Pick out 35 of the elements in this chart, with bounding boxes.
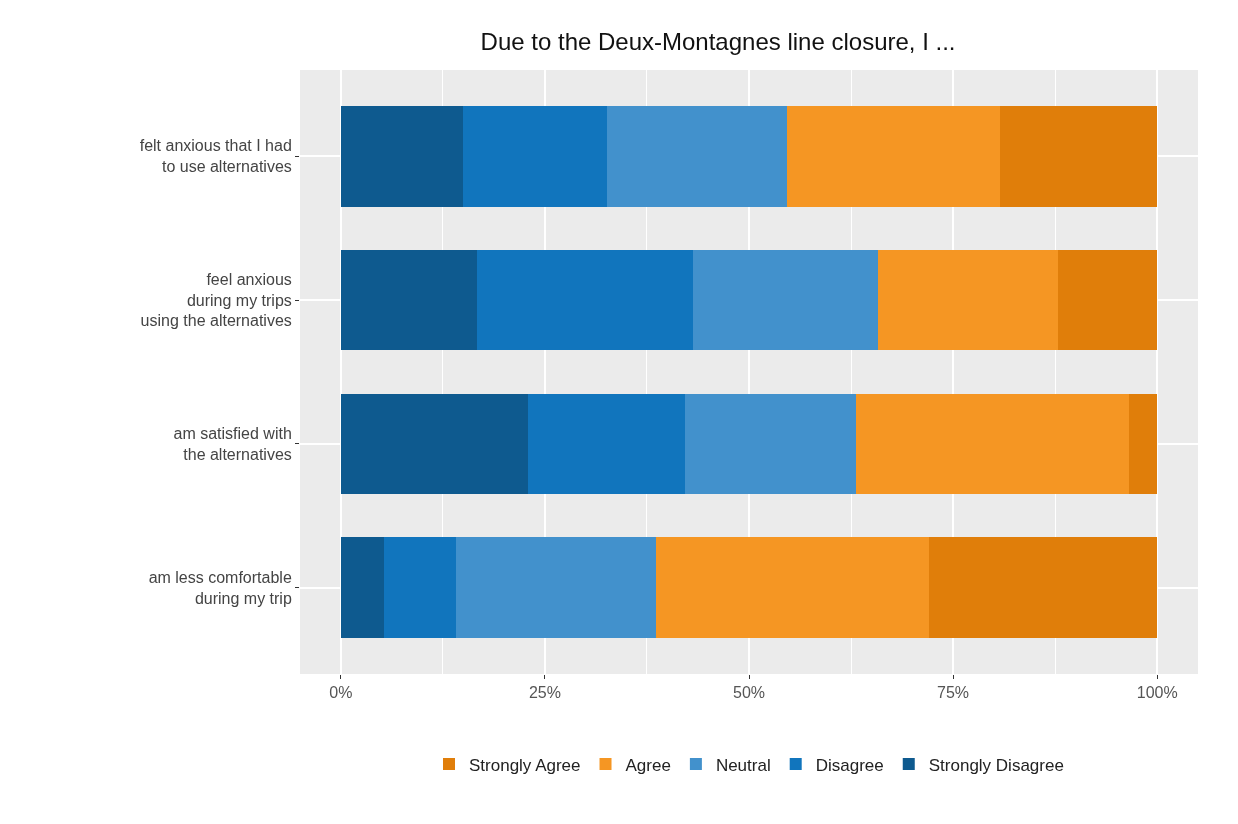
bar: [527, 393, 685, 495]
x-tick-label: 100%: [1136, 684, 1178, 702]
bar: [455, 537, 656, 639]
bar: [1057, 249, 1158, 351]
legend-label: Strongly Disagree: [928, 755, 1064, 775]
bar: [855, 393, 1129, 495]
bar: [684, 393, 856, 495]
x-tick-label: 25%: [528, 684, 561, 702]
bar: [340, 105, 464, 207]
bar: [384, 537, 456, 639]
chart-title: Due to the Deux-Montagnes line closure, I ...: [480, 27, 956, 55]
bar: [340, 249, 478, 351]
bar: [928, 537, 1158, 639]
bar: [606, 105, 787, 207]
bar: [477, 249, 693, 351]
legend-label: Neutral: [715, 755, 771, 775]
bar: [1128, 393, 1158, 495]
x-tick-label: 50%: [732, 684, 766, 702]
y-tick-label: am less comfortable during my trip: [148, 568, 292, 607]
bar: [1000, 105, 1158, 207]
bar: [786, 105, 1001, 207]
bar: [340, 393, 528, 495]
legend-label: Disagree: [815, 755, 884, 775]
x-tick-label: 75%: [937, 684, 970, 702]
bar: [655, 537, 929, 639]
y-tick-label: feel anxious during my trips using the alternatives: [140, 270, 292, 330]
x-tick-label: 0%: [329, 684, 353, 702]
legend-label: Agree: [625, 755, 671, 775]
bar: [463, 105, 607, 207]
legend-label: Strongly Agree: [469, 755, 581, 775]
bar: [877, 249, 1058, 351]
bar: [340, 537, 385, 639]
y-tick-label: felt anxious that I had to use alternatives: [139, 137, 292, 176]
y-tick-label: am satisfied with the alternatives: [173, 425, 292, 463]
bar: [692, 249, 878, 351]
